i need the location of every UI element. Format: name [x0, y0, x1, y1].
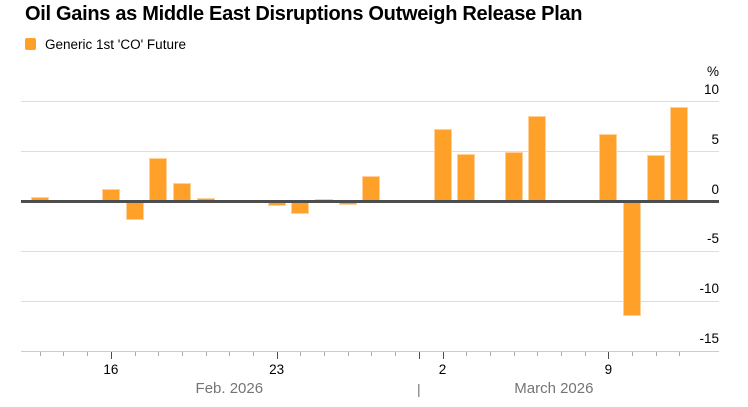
y-axis-label: -10: [699, 281, 719, 297]
month-label: Feb. 2026: [195, 380, 264, 397]
x-tick: [39, 352, 41, 356]
x-tick: [276, 352, 278, 359]
x-tick: [560, 352, 562, 356]
x-tick: [489, 352, 491, 356]
legend-swatch-icon: [25, 38, 36, 50]
gridline: [21, 101, 719, 103]
gridline: [21, 300, 719, 302]
x-tick: [110, 352, 112, 359]
x-tick: [205, 352, 207, 356]
legend: Generic 1st 'CO' Future: [25, 36, 186, 52]
x-tick: [253, 352, 254, 356]
x-tick: [679, 352, 681, 356]
x-tick: [395, 352, 397, 356]
x-tick: [158, 352, 160, 356]
x-tick: [371, 352, 373, 356]
month-label: March 2026: [514, 380, 594, 397]
x-tick: [87, 352, 89, 356]
x-tick-label: 9: [604, 362, 613, 377]
x-tick: [181, 352, 183, 356]
bar: [149, 157, 168, 202]
y-axis-unit-label: %: [706, 63, 719, 79]
x-tick: [418, 352, 420, 359]
y-axis-label: 5: [711, 131, 719, 147]
bar: [599, 133, 618, 202]
gridline: [21, 250, 719, 252]
gridline: [21, 350, 719, 352]
x-tick: [63, 352, 65, 356]
x-tick: [537, 352, 539, 356]
x-tick: [466, 352, 468, 356]
x-tick-label: 2: [438, 362, 447, 377]
bar: [457, 153, 476, 202]
x-tick: [632, 352, 634, 356]
y-axis-label: 10: [703, 81, 719, 97]
x-tick: [442, 352, 444, 359]
x-tick-label: 16: [103, 362, 119, 377]
x-tick: [134, 352, 136, 356]
bar: [362, 175, 381, 202]
bar: [433, 128, 452, 202]
x-tick: [347, 352, 349, 356]
bar: [504, 151, 523, 202]
month-separator: |: [417, 381, 421, 397]
bar: [623, 201, 642, 317]
chart-title: Oil Gains as Middle East Disruptions Out…: [25, 3, 583, 25]
gridline: [21, 151, 719, 153]
x-tick: [513, 352, 515, 356]
bar: [528, 115, 547, 202]
y-axis-label: -5: [706, 231, 719, 247]
legend-label: Generic 1st 'CO' Future: [45, 36, 186, 52]
x-tick: [584, 352, 586, 356]
x-tick: [300, 352, 302, 356]
x-tick: [229, 352, 231, 356]
y-axis-label: 0: [711, 181, 719, 197]
x-tick: [655, 352, 657, 356]
zero-line: [21, 200, 719, 204]
y-axis-label: -15: [699, 331, 719, 346]
x-tick: [608, 352, 610, 359]
bar: [291, 201, 310, 214]
x-tick-label: 23: [269, 362, 285, 377]
x-tick: [324, 352, 326, 356]
bar: [172, 182, 191, 202]
bar: [125, 201, 144, 221]
